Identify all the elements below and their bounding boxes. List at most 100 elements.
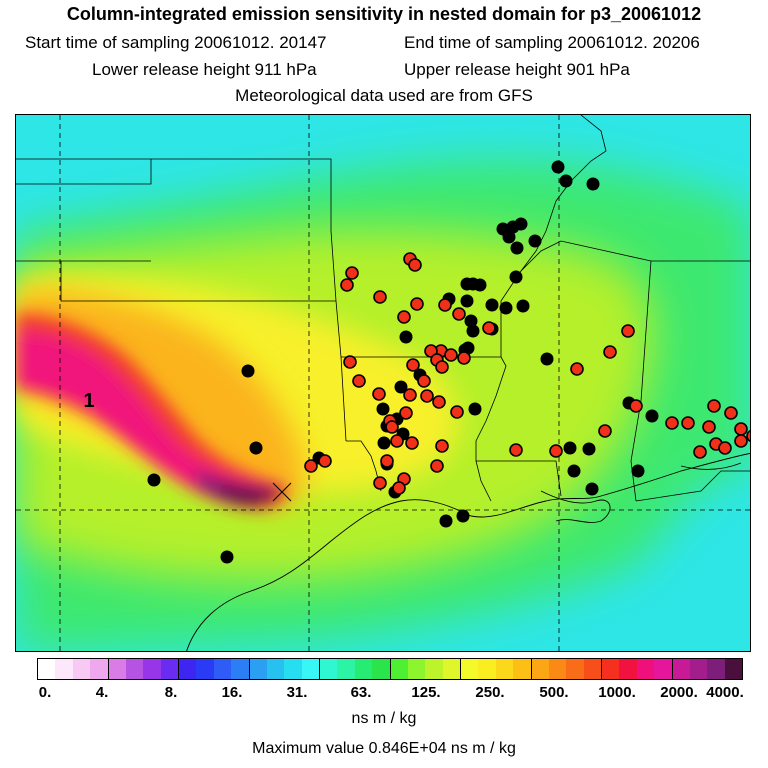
met-data-label: Meteorological data used are from GFS [235, 86, 533, 105]
station-marker-red [390, 434, 404, 448]
station-marker-black [559, 174, 573, 188]
colorbar-tick-label: 0. [38, 684, 52, 701]
colorbar-segment [90, 659, 109, 679]
colorbar-segment [231, 659, 250, 679]
colorbar [37, 658, 743, 680]
station-marker-black [377, 436, 391, 450]
station-marker-red [570, 362, 584, 376]
station-marker-black [241, 364, 255, 378]
station-marker-black [249, 441, 263, 455]
colorbar-tick-label: 4000. [706, 684, 744, 701]
station-marker-black [510, 241, 524, 255]
station-marker-black [509, 270, 523, 284]
station-marker-black [631, 464, 645, 478]
station-marker-black [456, 509, 470, 523]
station-marker-red [734, 422, 748, 436]
colorbar-segment [108, 659, 126, 679]
station-marker-black [460, 294, 474, 308]
colorbar-segment [425, 659, 443, 679]
station-marker-red [399, 406, 413, 420]
colorbar-tick-label: 250. [475, 684, 505, 701]
colorbar-segment [636, 659, 655, 679]
colorbar-segment [654, 659, 673, 679]
colorbar-tick-label: 2000. [660, 684, 698, 701]
station-marker-red [435, 360, 449, 374]
station-marker-black [528, 234, 542, 248]
colorbar-segment [689, 659, 708, 679]
colorbar-segment [372, 659, 391, 679]
colorbar-segment [55, 659, 73, 679]
station-marker-black [585, 482, 599, 496]
station-marker-black [220, 550, 234, 564]
station-marker-red [380, 454, 394, 468]
station-marker-black [645, 409, 659, 423]
colorbar-unit: ns m / kg [351, 710, 417, 727]
station-marker-black [540, 352, 554, 366]
station-marker-red [734, 434, 748, 448]
station-marker-black [551, 160, 565, 174]
station-marker-black [468, 402, 482, 416]
colorbar-segment [566, 659, 584, 679]
station-marker-red [718, 441, 732, 455]
station-marker-red [707, 399, 721, 413]
station-marker-red [385, 420, 399, 434]
colorbar-segment [160, 659, 179, 679]
station-marker-red [372, 387, 386, 401]
station-marker-red [621, 324, 635, 338]
colorbar-tick-label: 1000. [598, 684, 636, 701]
colorbar-tick-label: 8. [164, 684, 178, 701]
station-marker-black [439, 514, 453, 528]
station-marker-red [457, 351, 471, 365]
station-marker-black [485, 298, 499, 312]
station-marker-red [318, 454, 332, 468]
colorbar-segment [38, 659, 56, 679]
colorbar-segment [602, 659, 620, 679]
colorbar-segment [513, 659, 532, 679]
station-marker-red [482, 321, 496, 335]
colorbar-tick-label: 125. [411, 684, 441, 701]
colorbar-segment [724, 659, 742, 679]
station-marker-red [438, 298, 452, 312]
station-marker-black [399, 330, 413, 344]
colorbar-segment [249, 659, 267, 679]
station-marker-red [304, 459, 318, 473]
station-marker-red [373, 290, 387, 304]
colorbar-tick-label: 16. [221, 684, 243, 701]
start-time-label: Start time of sampling 20061012. 20147 [25, 33, 327, 52]
station-marker-red [410, 297, 424, 311]
colorbar-segment [407, 659, 426, 679]
station-marker-red [408, 258, 422, 272]
colorbar-tick-label: 4. [95, 684, 109, 701]
station-marker-black [147, 473, 161, 487]
station-marker-black [466, 324, 480, 338]
station-marker-red [430, 459, 444, 473]
colorbar-segment [284, 659, 302, 679]
station-marker-red [665, 416, 679, 430]
colorbar-segment [337, 659, 355, 679]
colorbar-segment [619, 659, 637, 679]
colorbar-segment [390, 659, 408, 679]
station-marker-black [563, 441, 577, 455]
station-marker-red [509, 443, 523, 457]
station-marker-red [549, 444, 563, 458]
station-marker-red [681, 416, 695, 430]
station-marker-red [352, 374, 366, 388]
station-marker-red [724, 406, 738, 420]
colorbar-segment [125, 659, 144, 679]
station-marker-red [452, 307, 466, 321]
station-marker-red [417, 374, 431, 388]
station-marker-black [567, 464, 581, 478]
colorbar-segment [320, 659, 338, 679]
station-marker-red [420, 389, 434, 403]
station-marker-black [376, 402, 390, 416]
station-marker-black [473, 278, 487, 292]
colorbar-segment [478, 659, 496, 679]
station-marker-red [392, 481, 406, 495]
station-marker-black [516, 299, 530, 313]
colorbar-segment [707, 659, 725, 679]
colorbar-segment [266, 659, 285, 679]
station-marker-red [406, 358, 420, 372]
station-marker-black [499, 301, 513, 315]
station-marker-red [405, 436, 419, 450]
station-markers [147, 160, 750, 564]
